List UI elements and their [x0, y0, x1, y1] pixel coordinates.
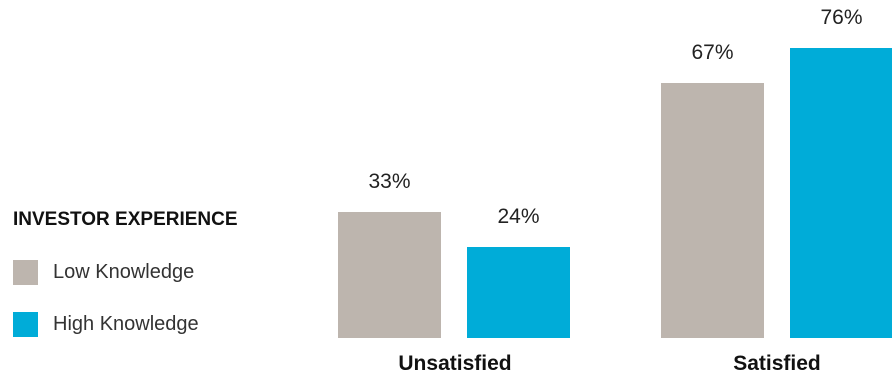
bar-satisfied-high-knowledge: [790, 48, 892, 338]
category-label-unsatisfied: Unsatisfied: [398, 352, 512, 375]
value-label-satisfied-high-knowledge: 76%: [820, 6, 863, 30]
legend-swatch-low-knowledge: [13, 260, 38, 285]
legend-item-high-knowledge: High Knowledge: [13, 312, 199, 337]
legend-label-low-knowledge: Low Knowledge: [53, 261, 195, 283]
category-label-satisfied: Satisfied: [733, 352, 821, 375]
bar-unsatisfied-high-knowledge: [467, 246, 570, 338]
value-label-unsatisfied-low-knowledge: 33%: [368, 170, 411, 194]
legend-title: INVESTOR EXPERIENCE: [13, 209, 238, 230]
legend-swatch-high-knowledge: [13, 312, 38, 337]
legend-label-high-knowledge: High Knowledge: [53, 313, 199, 335]
legend-item-low-knowledge: Low Knowledge: [13, 260, 194, 285]
value-label-unsatisfied-high-knowledge: 24%: [497, 204, 540, 228]
bar-unsatisfied-low-knowledge: [338, 212, 441, 338]
value-label-satisfied-low-knowledge: 67%: [691, 40, 734, 64]
bar-satisfied-low-knowledge: [661, 82, 764, 338]
